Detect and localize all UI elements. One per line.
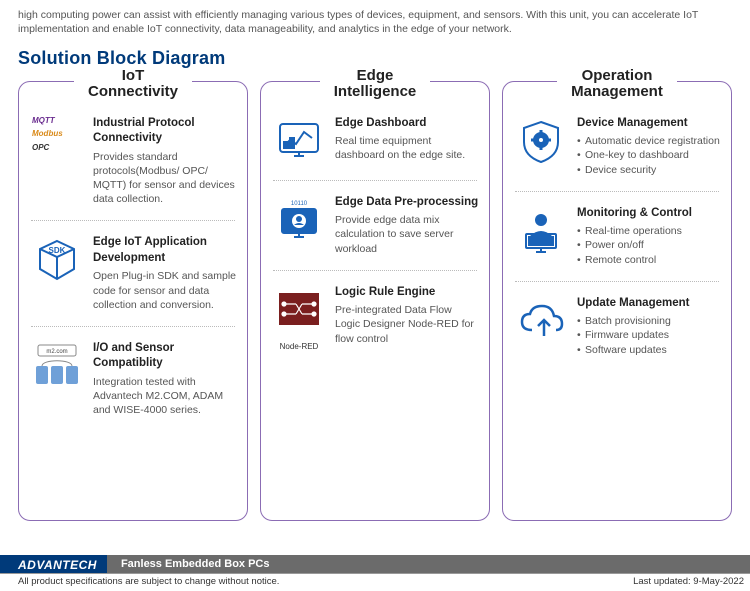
item-io-sensor-compat: m2.com I/O and Sensor Compatiblity Integ… xyxy=(27,335,239,428)
item-monitoring-control: Monitoring & Control Real-time operation… xyxy=(511,200,723,277)
monitoring-icon xyxy=(513,206,569,267)
item-bullets: Automatic device registration One-key to… xyxy=(577,134,721,177)
item-logic-rule-engine: Node-RED Logic Rule Engine Pre-integrate… xyxy=(269,279,481,363)
item-title: Edge IoT Application Development xyxy=(93,235,237,266)
disclaimer: All product specifications are subject t… xyxy=(18,576,279,589)
item-device-management: Device Management Automatic device regis… xyxy=(511,110,723,187)
item-update-management: Update Management Batch provisioning Fir… xyxy=(511,290,723,367)
columns-container: IoTConnectivity MQTT Modbus OPC Industri… xyxy=(18,81,732,521)
item-edge-data-preprocess: 10110 Edge Data Pre-processing Provide e… xyxy=(269,189,481,266)
svg-text:m2.com: m2.com xyxy=(46,349,67,355)
item-desc: Pre-integrated Data Flow Logic Designer … xyxy=(335,303,479,346)
col-title: OperationManagement xyxy=(557,68,677,101)
item-title: Edge Data Pre-processing xyxy=(335,195,479,211)
item-title: Device Management xyxy=(577,116,721,132)
item-title: Monitoring & Control xyxy=(577,206,721,222)
sensors-icon: m2.com xyxy=(29,341,85,418)
divider xyxy=(515,281,719,282)
intro-text: high computing power can assist with eff… xyxy=(18,8,732,36)
divider xyxy=(31,326,235,327)
item-title: I/O and Sensor Compatiblity xyxy=(93,341,237,372)
last-updated: Last updated: 9-May-2022 xyxy=(633,576,744,589)
item-title: Logic Rule Engine xyxy=(335,285,479,301)
item-desc: Provides standard protocols(Modbus/ OPC/… xyxy=(93,150,237,207)
dashboard-icon xyxy=(271,116,327,166)
item-bullets: Batch provisioning Firmware updates Soft… xyxy=(577,314,721,357)
divider xyxy=(273,270,477,271)
preprocess-icon: 10110 xyxy=(271,195,327,256)
divider xyxy=(31,220,235,221)
item-title: Update Management xyxy=(577,296,721,312)
footer: ADVANTECH Fanless Embedded Box PCs All p… xyxy=(0,555,750,591)
item-desc: Real time equipment dashboard on the edg… xyxy=(335,134,479,162)
svg-text:10110: 10110 xyxy=(291,201,308,207)
item-desc: Integration tested with Advantech M2.COM… xyxy=(93,375,237,418)
cloud-update-icon xyxy=(513,296,569,357)
item-bullets: Real-time operations Power on/off Remote… xyxy=(577,224,721,267)
nodered-label: Node-RED xyxy=(274,342,324,353)
svg-text:SDK: SDK xyxy=(49,246,66,255)
sdk-icon: SDK xyxy=(29,235,85,312)
col-title: EdgeIntelligence xyxy=(320,68,431,101)
nodered-icon: Node-RED xyxy=(271,285,327,353)
item-title: Industrial Protocol Connectivity xyxy=(93,116,237,147)
divider xyxy=(515,191,719,192)
item-edge-iot-app-dev: SDK Edge IoT Application Development Ope… xyxy=(27,229,239,322)
protocol-logos: MQTT Modbus OPC xyxy=(29,116,85,207)
col-edge-intelligence: EdgeIntelligence Edge Dashboard Real tim… xyxy=(260,81,490,521)
item-desc: Open Plug-in SDK and sample code for sen… xyxy=(93,269,237,312)
item-title: Edge Dashboard xyxy=(335,116,479,132)
col-operation-management: OperationManagement Device Management Au… xyxy=(502,81,732,521)
brand-logo: ADVANTECH xyxy=(0,555,107,573)
item-edge-dashboard: Edge Dashboard Real time equipment dashb… xyxy=(269,110,481,176)
item-desc: Provide edge data mix calculation to sav… xyxy=(335,213,479,256)
item-industrial-protocol: MQTT Modbus OPC Industrial Protocol Conn… xyxy=(27,110,239,217)
shield-gear-icon xyxy=(513,116,569,177)
product-line: Fanless Embedded Box PCs xyxy=(107,555,750,573)
col-iot-connectivity: IoTConnectivity MQTT Modbus OPC Industri… xyxy=(18,81,248,521)
divider xyxy=(273,180,477,181)
col-title: IoTConnectivity xyxy=(74,68,192,101)
